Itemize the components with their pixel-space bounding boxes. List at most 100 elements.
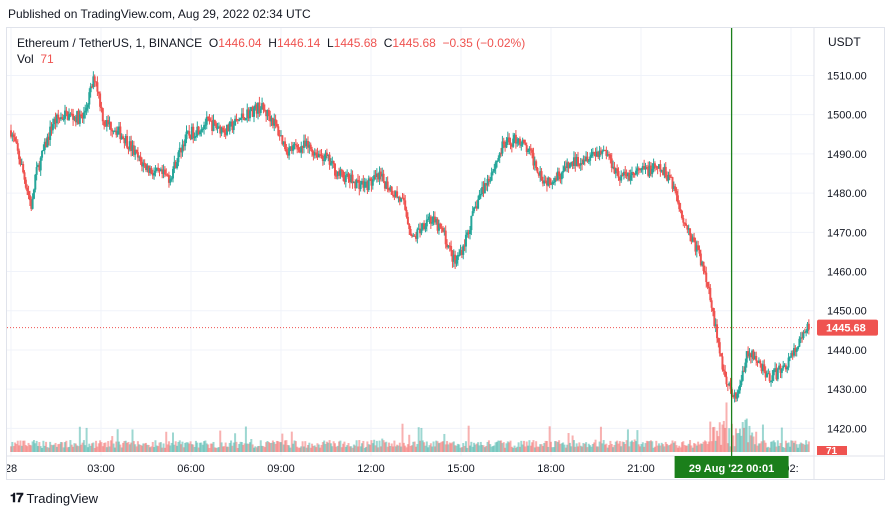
candle-body [388, 189, 390, 191]
volume-bar [143, 443, 146, 452]
volume-bar [486, 441, 489, 452]
symbol-title[interactable]: Ethereum / TetherUS, 1, BINANCE [17, 36, 203, 50]
candle-body [469, 230, 471, 234]
tradingview-logo[interactable]: 𝟏𝟕 TradingView [10, 490, 98, 506]
candle-body [470, 215, 473, 231]
candle-body [288, 147, 291, 156]
candle-body [42, 150, 45, 152]
volume-bar [290, 431, 293, 452]
candle-body [111, 129, 114, 132]
candle-body [329, 163, 332, 165]
candle-body [616, 168, 619, 172]
candle-body [258, 102, 261, 113]
volume-bar [80, 444, 83, 452]
volume-bar [417, 427, 420, 452]
candle-body [176, 162, 179, 169]
volume-bar [138, 444, 141, 452]
volume-bar [745, 418, 748, 452]
volume-bar [319, 447, 322, 452]
candle-body [405, 209, 408, 217]
chart-canvas[interactable]: 1510.00 1500.00 1490.00 1480.00 1470.00 1460.… [7, 28, 884, 479]
volume-bar [62, 447, 65, 452]
candle-body [39, 157, 42, 171]
candle-body [479, 193, 482, 195]
currency-label[interactable]: USDT [828, 35, 861, 49]
candle-body [305, 140, 308, 147]
candle-body [331, 160, 334, 164]
candle-body [28, 195, 31, 201]
volume-bar [771, 441, 774, 452]
volume-bar [439, 442, 442, 452]
volume-bar [505, 443, 508, 452]
candle-body [166, 174, 169, 176]
candle-body [555, 177, 558, 180]
volume-bar [16, 440, 19, 452]
candle-body [417, 228, 420, 230]
y-tick-label: 1470.00 [827, 227, 867, 239]
candle-body [710, 300, 713, 308]
volume-bar [161, 447, 164, 452]
candle-body [415, 236, 417, 239]
volume-bar [401, 423, 404, 452]
volume-bar [254, 446, 257, 452]
volume-bar [72, 446, 75, 452]
candle-body [509, 142, 512, 145]
volume-bar [398, 442, 401, 452]
volume-bar [693, 443, 696, 452]
candle-body [401, 197, 404, 199]
volume-bar [524, 446, 527, 452]
volume-bar [269, 443, 272, 452]
volume-bar [741, 422, 744, 452]
volume-bar [701, 443, 704, 452]
volume-bar [721, 424, 724, 452]
candle-body [570, 162, 573, 165]
volume-bar [536, 446, 539, 452]
chart-frame[interactable]: 1510.00 1500.00 1490.00 1480.00 1470.00 1460.… [6, 27, 885, 480]
candle-body [147, 165, 150, 173]
volume-bar [238, 444, 241, 452]
volume-bar [440, 441, 443, 452]
candle-body [599, 150, 602, 154]
volume-bar [312, 445, 315, 452]
volume-bar [671, 440, 674, 452]
volume-bar [593, 442, 596, 452]
volume-bar [728, 428, 731, 452]
candle-body [26, 187, 29, 192]
volume-bar [146, 444, 149, 452]
candle-body [433, 216, 436, 223]
volume-bar [346, 445, 349, 452]
candle-body [660, 170, 663, 172]
candle-body [286, 152, 289, 156]
candle-body [666, 177, 669, 181]
candle-body [293, 144, 296, 146]
candle-body [510, 144, 513, 147]
candle-body [448, 245, 451, 247]
candle-body [444, 230, 447, 245]
volume-bar [329, 443, 332, 452]
volume-bar [575, 443, 578, 452]
candle-body [690, 235, 693, 242]
candle-body [122, 136, 125, 139]
candle-body [604, 150, 606, 152]
candle-body [180, 147, 183, 153]
volume-bar [234, 433, 237, 452]
candle-body [398, 196, 401, 202]
volume-bar [683, 444, 686, 452]
x-tick-label: 18:00 [537, 463, 565, 475]
volume-bar [154, 440, 157, 452]
volume-bar [558, 440, 561, 452]
candle-body [532, 152, 535, 166]
volume-bar [132, 441, 135, 452]
y-tick-label: 1480.00 [827, 188, 867, 200]
volume-bar [18, 445, 21, 452]
candle-body [34, 174, 37, 190]
volume-bar [19, 440, 22, 452]
candle-body [155, 167, 158, 171]
volume-bar [327, 442, 330, 452]
candle-body [680, 210, 683, 218]
candle-body [786, 367, 789, 370]
volume-bar [641, 442, 644, 452]
volume-bar [181, 441, 184, 452]
volume-bar [404, 445, 407, 452]
candle-body [516, 142, 519, 144]
